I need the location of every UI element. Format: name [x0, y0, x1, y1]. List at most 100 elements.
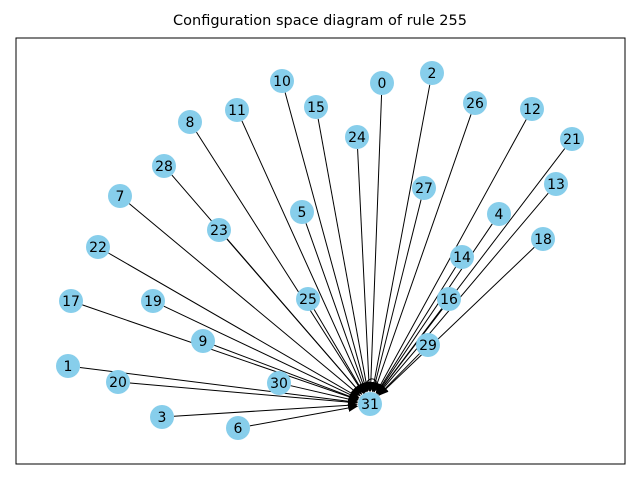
- node-label: 21: [563, 132, 581, 148]
- node-circle: [544, 172, 568, 196]
- node-circle: [358, 392, 382, 416]
- node-7: 7: [108, 184, 132, 208]
- node-19: 19: [141, 289, 165, 313]
- node-31: 31: [358, 392, 382, 416]
- edge-27-to-31: [371, 199, 422, 393]
- node-9: 9: [191, 329, 215, 353]
- node-label: 31: [361, 397, 379, 413]
- node-circle: [152, 154, 176, 178]
- node-circle: [225, 98, 249, 122]
- node-circle: [141, 289, 165, 313]
- node-label: 30: [270, 376, 288, 392]
- edge-self-loop-31: [363, 378, 383, 395]
- edge-26-to-31: [373, 114, 472, 393]
- node-circle: [412, 176, 436, 200]
- node-circle: [437, 287, 461, 311]
- node-label: 24: [348, 130, 366, 146]
- node-circle: [531, 227, 555, 251]
- node-1: 1: [56, 354, 80, 378]
- node-12: 12: [520, 97, 544, 121]
- node-circle: [520, 97, 544, 121]
- node-17: 17: [59, 289, 83, 313]
- node-label: 0: [378, 76, 387, 92]
- edge-5-to-31: [305, 223, 367, 393]
- node-circle: [106, 370, 130, 394]
- node-label: 6: [234, 421, 243, 437]
- edge-30-to-31: [290, 385, 359, 403]
- node-label: 27: [415, 181, 433, 197]
- node-label: 3: [158, 410, 167, 426]
- node-circle: [56, 354, 80, 378]
- node-circle: [487, 202, 511, 226]
- node-label: 22: [89, 240, 107, 256]
- edge-11-to-31: [241, 120, 366, 394]
- diagram-title: Configuration space diagram of rule 255: [173, 13, 467, 29]
- node-22: 22: [86, 235, 110, 259]
- edge-14-to-31: [376, 266, 457, 394]
- edge-17-to-31: [82, 304, 359, 401]
- node-circle: [370, 71, 394, 95]
- node-circle: [267, 371, 291, 395]
- node-circle: [178, 110, 202, 134]
- edge-28-to-31: [171, 174, 363, 395]
- node-26: 26: [463, 91, 487, 115]
- node-label: 18: [534, 232, 552, 248]
- node-label: 28: [155, 159, 173, 175]
- edge-3-to-31: [173, 401, 359, 417]
- node-6: 6: [226, 416, 250, 440]
- node-13: 13: [544, 172, 568, 196]
- edge-20-to-31: [129, 382, 359, 407]
- node-circle: [345, 125, 369, 149]
- node-11: 11: [225, 98, 249, 122]
- node-8: 8: [178, 110, 202, 134]
- node-circle: [191, 329, 215, 353]
- node-circle: [290, 200, 314, 224]
- node-23: 23: [207, 218, 231, 242]
- node-circle: [463, 91, 487, 115]
- node-label: 12: [523, 102, 541, 118]
- edge-6-to-31: [249, 403, 359, 427]
- plot-frame: [15, 37, 626, 465]
- node-circle: [560, 127, 584, 151]
- node-2: 2: [420, 61, 444, 85]
- node-label: 29: [419, 338, 437, 354]
- edge-9-to-31: [214, 344, 359, 400]
- node-label: 23: [210, 223, 228, 239]
- node-label: 20: [109, 375, 127, 391]
- node-circle: [150, 405, 174, 429]
- node-21: 21: [560, 127, 584, 151]
- node-label: 2: [428, 66, 437, 82]
- node-circle: [296, 287, 320, 311]
- node-15: 15: [304, 95, 328, 119]
- edges-group: [79, 84, 566, 427]
- node-circle: [226, 416, 250, 440]
- node-4: 4: [487, 202, 511, 226]
- edge-7-to-31: [128, 203, 361, 397]
- edge-8-to-31: [196, 131, 364, 394]
- edge-22-to-31: [108, 252, 360, 399]
- node-circle: [108, 184, 132, 208]
- node-label: 14: [453, 250, 471, 266]
- node-label: 15: [307, 100, 325, 116]
- node-label: 7: [116, 189, 125, 205]
- node-16: 16: [437, 287, 461, 311]
- edge-4-to-31: [376, 223, 493, 395]
- node-label: 9: [199, 334, 208, 350]
- node-circle: [416, 333, 440, 357]
- node-28: 28: [152, 154, 176, 178]
- edge-10-to-31: [284, 92, 369, 393]
- node-27: 27: [412, 176, 436, 200]
- node-label: 1: [64, 359, 73, 375]
- node-label: 13: [547, 177, 565, 193]
- edge-25-to-31: [313, 309, 364, 394]
- node-label: 16: [440, 292, 458, 308]
- node-circle: [304, 95, 328, 119]
- node-label: 8: [186, 115, 195, 131]
- edge-18-to-31: [378, 246, 535, 396]
- node-circle: [207, 218, 231, 242]
- node-label: 10: [273, 74, 291, 90]
- edge-13-to-31: [377, 192, 549, 395]
- edge-15-to-31: [317, 118, 371, 393]
